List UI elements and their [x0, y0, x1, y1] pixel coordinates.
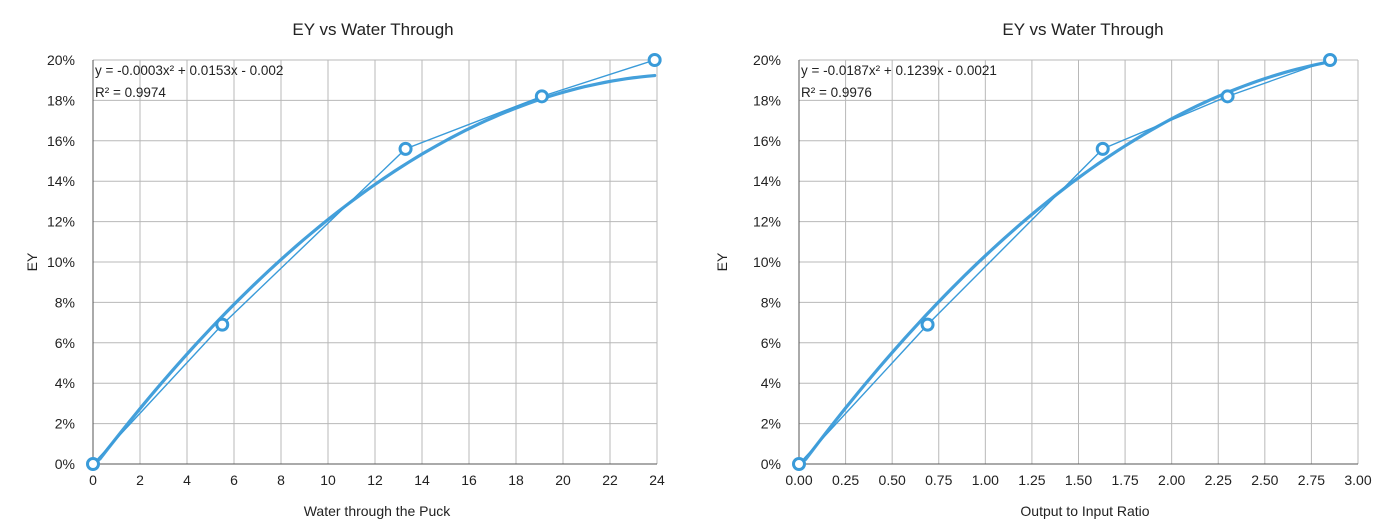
data-point: [792, 457, 806, 471]
y-tick-label: 18%: [47, 92, 75, 108]
chart-right-svg: EY vs Water Through 0.00 0.25 0.50 0.75 1.00 1…: [714, 20, 1372, 519]
x-tick-label: 10: [320, 472, 336, 488]
x-tick-label: 2.00: [1158, 472, 1185, 488]
data-point: [534, 89, 549, 104]
y-tick-label: 18%: [753, 92, 781, 108]
y-tick-label: 16%: [753, 133, 781, 149]
y-tick-label: 20%: [753, 52, 781, 68]
x-tick-label: 1.25: [1018, 472, 1045, 488]
chart-left: EY vs Water Through 0 2 4 6 8 10 12 14 16 18 20 22 24…: [24, 20, 665, 519]
y-tick-label: 4%: [55, 375, 75, 391]
x-tick-label: 0.00: [785, 472, 812, 488]
y-axis-label: EY: [714, 252, 730, 271]
data-point: [647, 53, 662, 67]
y-tick-label: 16%: [47, 133, 75, 149]
x-tick-label: 18: [508, 472, 524, 488]
x-tick-label: 3.00: [1344, 472, 1371, 488]
x-tick-label: 12: [367, 472, 383, 488]
x-tick-label: 1.75: [1111, 472, 1138, 488]
y-tick-label: 10%: [47, 254, 75, 270]
data-point: [86, 457, 100, 471]
x-tick-label: 2.25: [1205, 472, 1232, 488]
data-point: [1220, 89, 1235, 104]
data-point: [920, 317, 935, 332]
y-tick-label: 0%: [55, 456, 75, 472]
data-point: [1095, 141, 1110, 156]
x-tick-label: 20: [555, 472, 571, 488]
y-tick-label: 12%: [47, 214, 75, 230]
y-tick-label: 12%: [753, 214, 781, 230]
y-tick-label: 8%: [55, 294, 75, 310]
x-tick-label: 2.50: [1251, 472, 1278, 488]
y-tick-label: 2%: [55, 416, 75, 432]
y-tick-label: 6%: [761, 335, 781, 351]
y-axis-label: EY: [24, 252, 40, 271]
x-tick-label: 2.75: [1298, 472, 1325, 488]
x-tick-label: 16: [461, 472, 477, 488]
data-point: [1323, 53, 1338, 67]
y-tick-label: 10%: [753, 254, 781, 270]
x-tick-label: 1.00: [972, 472, 999, 488]
trendline: [797, 60, 1332, 466]
trendline-equation: y = -0.0187x² + 0.1239x - 0.0021: [801, 63, 997, 78]
chart-title: EY vs Water Through: [292, 20, 453, 39]
y-tick-label: 4%: [761, 375, 781, 391]
y-tick-label: 20%: [47, 52, 75, 68]
data-point: [215, 317, 230, 332]
x-tick-label: 4: [183, 472, 191, 488]
trendline-equation: y = -0.0003x² + 0.0153x - 0.002: [95, 63, 283, 78]
y-tick-label: 8%: [761, 294, 781, 310]
x-tick-label: 22: [602, 472, 618, 488]
trendline-r2: R² = 0.9974: [95, 85, 166, 100]
x-tick-label: 2: [136, 472, 144, 488]
y-tick-label: 14%: [47, 173, 75, 189]
x-tick-label: 24: [649, 472, 665, 488]
x-tick-label: 14: [414, 472, 430, 488]
y-tick-label: 2%: [761, 416, 781, 432]
x-axis-label: Output to Input Ratio: [1020, 503, 1149, 519]
x-tick-label: 0: [89, 472, 97, 488]
y-tick-label: 0%: [761, 456, 781, 472]
chart-title: EY vs Water Through: [1002, 20, 1163, 39]
x-tick-label: 6: [230, 472, 238, 488]
chart-right: EY vs Water Through 0.00 0.25 0.50 0.75 1.00 1…: [700, 0, 1400, 528]
trendline: [91, 73, 657, 466]
x-tick-label: 8: [277, 472, 285, 488]
x-axis-label: Water through the Puck: [304, 503, 452, 519]
y-tick-label: 14%: [753, 173, 781, 189]
data-point: [398, 141, 413, 156]
y-tick-label: 6%: [55, 335, 75, 351]
x-tick-label: 0.50: [879, 472, 906, 488]
x-tick-label: 0.75: [925, 472, 952, 488]
x-tick-label: 0.25: [832, 472, 859, 488]
trendline-r2: R² = 0.9976: [801, 85, 872, 100]
x-tick-label: 1.50: [1065, 472, 1092, 488]
